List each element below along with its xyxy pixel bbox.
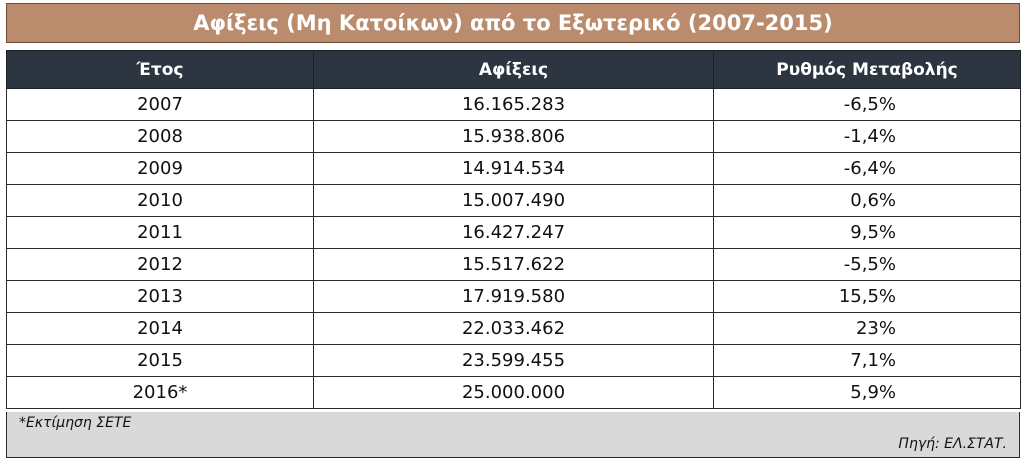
cell-rate: 5,9% bbox=[713, 376, 1021, 409]
cell-rate: 0,6% bbox=[713, 184, 1021, 217]
cell-year: 2010 bbox=[6, 184, 314, 217]
table-title: Αφίξεις (Μη Κατοίκων) από το Εξωτερικό (… bbox=[6, 3, 1020, 43]
table-row: 2012 15.517.622 -5,5% bbox=[6, 248, 1021, 281]
table-row: 2011 16.427.247 9,5% bbox=[6, 216, 1021, 249]
table-row: 2009 14.914.534 -6,4% bbox=[6, 152, 1021, 185]
table-row: 2016* 25.000.000 5,9% bbox=[6, 376, 1021, 409]
cell-year: 2008 bbox=[6, 120, 314, 153]
cell-arrivals: 23.599.455 bbox=[313, 344, 714, 377]
cell-arrivals: 15.007.490 bbox=[313, 184, 714, 217]
cell-rate: 9,5% bbox=[713, 216, 1021, 249]
cell-arrivals: 15.938.806 bbox=[313, 120, 714, 153]
cell-year: 2016* bbox=[6, 376, 314, 409]
cell-arrivals: 16.165.283 bbox=[313, 88, 714, 121]
column-header-arrivals: Αφίξεις bbox=[313, 50, 714, 89]
cell-arrivals: 25.000.000 bbox=[313, 376, 714, 409]
cell-year: 2011 bbox=[6, 216, 314, 249]
cell-arrivals: 22.033.462 bbox=[313, 312, 714, 345]
cell-year: 2012 bbox=[6, 248, 314, 281]
cell-year: 2009 bbox=[6, 152, 314, 185]
cell-rate: 23% bbox=[713, 312, 1021, 345]
table-footer: *Εκτίμηση ΣΕΤΕ Πηγή: ΕΛ.ΣΤΑΤ. bbox=[6, 412, 1020, 458]
source-label: Πηγή: ΕΛ.ΣΤΑΤ. bbox=[898, 436, 1007, 452]
cell-rate: -5,5% bbox=[713, 248, 1021, 281]
cell-arrivals: 16.427.247 bbox=[313, 216, 714, 249]
cell-arrivals: 17.919.580 bbox=[313, 280, 714, 313]
table-header-row: Έτος Αφίξεις Ρυθμός Μεταβολής bbox=[6, 50, 1021, 89]
table-row: 2015 23.599.455 7,1% bbox=[6, 344, 1021, 377]
cell-year: 2007 bbox=[6, 88, 314, 121]
table-body: 2007 16.165.283 -6,5% 2008 15.938.806 -1,4% 20… bbox=[6, 88, 1021, 409]
cell-rate: -1,4% bbox=[713, 120, 1021, 153]
table-row: 2013 17.919.580 15,5% bbox=[6, 280, 1021, 313]
table-row: 2008 15.938.806 -1,4% bbox=[6, 120, 1021, 153]
arrivals-table: Έτος Αφίξεις Ρυθμός Μεταβολής 2007 16.165… bbox=[6, 50, 1021, 409]
cell-arrivals: 15.517.622 bbox=[313, 248, 714, 281]
table-row: 2010 15.007.490 0,6% bbox=[6, 184, 1021, 217]
cell-year: 2014 bbox=[6, 312, 314, 345]
cell-rate: 15,5% bbox=[713, 280, 1021, 313]
table-row: 2014 22.033.462 23% bbox=[6, 312, 1021, 345]
cell-rate: 7,1% bbox=[713, 344, 1021, 377]
column-header-year: Έτος bbox=[6, 50, 314, 89]
cell-rate: -6,5% bbox=[713, 88, 1021, 121]
cell-rate: -6,4% bbox=[713, 152, 1021, 185]
cell-year: 2015 bbox=[6, 344, 314, 377]
footnote: *Εκτίμηση ΣΕΤΕ bbox=[19, 415, 132, 431]
cell-arrivals: 14.914.534 bbox=[313, 152, 714, 185]
table-row: 2007 16.165.283 -6,5% bbox=[6, 88, 1021, 121]
column-header-rate: Ρυθμός Μεταβολής bbox=[713, 50, 1021, 89]
cell-year: 2013 bbox=[6, 280, 314, 313]
